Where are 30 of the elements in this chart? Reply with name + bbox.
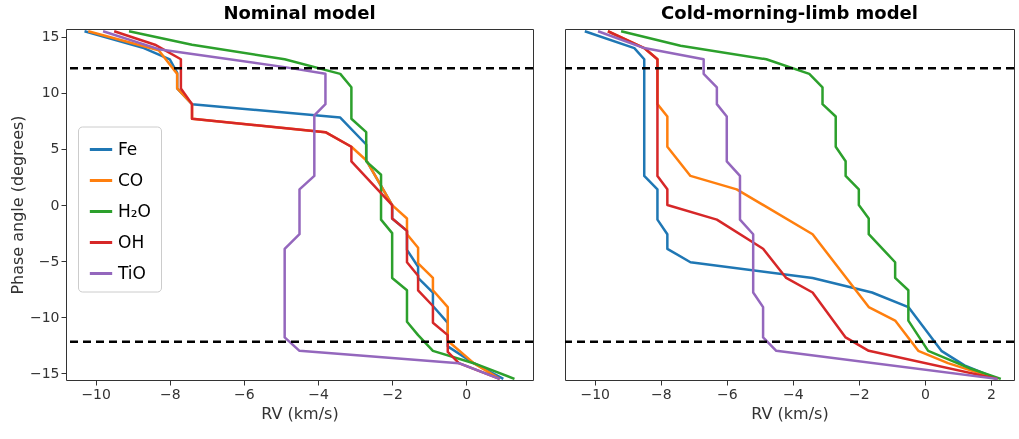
x-tick-label: −8 bbox=[159, 385, 181, 402]
y-tick-label: 0 bbox=[50, 196, 60, 213]
y-tick-label: 15 bbox=[41, 28, 60, 45]
legend-label: Fe bbox=[118, 138, 138, 159]
chart-title: Cold-morning-limb model bbox=[661, 2, 918, 23]
y-tick-label: −10 bbox=[29, 308, 60, 325]
x-tick-label: −6 bbox=[234, 385, 255, 402]
x-tick-label: 0 bbox=[920, 385, 930, 402]
x-tick-label: 0 bbox=[462, 385, 472, 402]
legend-label: H₂O bbox=[118, 200, 151, 221]
x-axis-title: RV (km/s) bbox=[261, 403, 339, 423]
y-axis-title: Phase angle (degrees) bbox=[7, 115, 27, 295]
y-tick-label: −15 bbox=[29, 364, 60, 381]
y-tick-label: 5 bbox=[50, 140, 60, 157]
legend-label: OH bbox=[118, 231, 145, 252]
x-tick-label: −10 bbox=[580, 385, 610, 402]
x-tick-label: −8 bbox=[650, 385, 672, 402]
x-tick-label: −2 bbox=[382, 385, 403, 402]
x-tick-label: −4 bbox=[782, 385, 804, 402]
legend-label: CO bbox=[118, 169, 144, 190]
x-tick-label: −2 bbox=[849, 385, 870, 402]
y-tick-label: −5 bbox=[38, 252, 60, 269]
x-tick-label: −10 bbox=[81, 385, 111, 402]
y-tick-label: 10 bbox=[41, 84, 60, 101]
legend-label: TiO bbox=[117, 262, 146, 283]
x-tick-label: 2 bbox=[986, 385, 996, 402]
chart-title: Nominal model bbox=[223, 2, 376, 23]
x-axis-title: RV (km/s) bbox=[751, 403, 829, 423]
x-tick-label: −4 bbox=[308, 385, 329, 402]
x-tick-label: −6 bbox=[716, 385, 738, 402]
